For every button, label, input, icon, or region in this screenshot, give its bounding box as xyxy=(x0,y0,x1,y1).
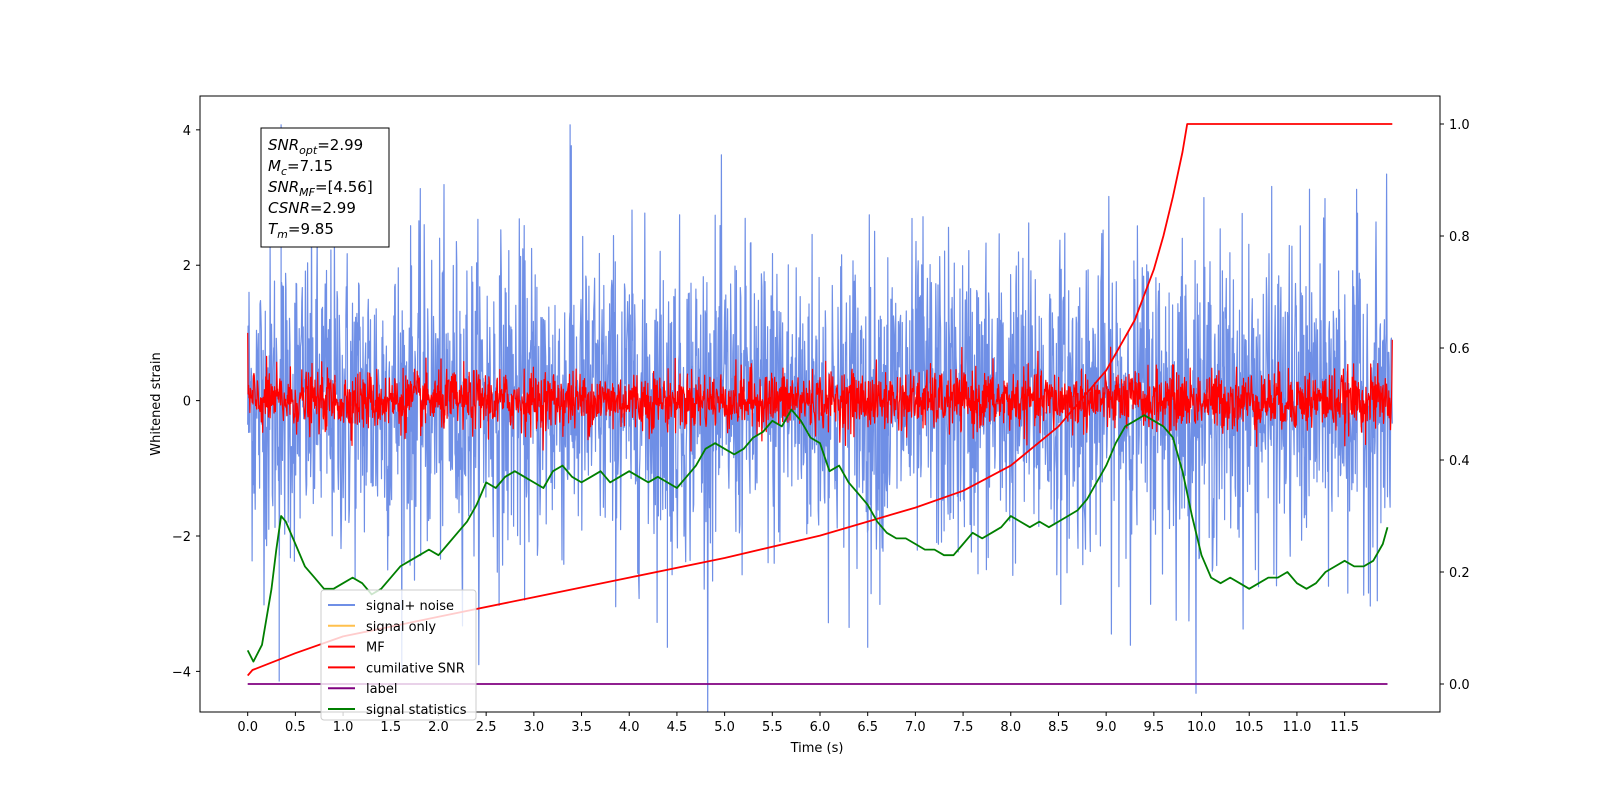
x-tick-label: 6.5 xyxy=(857,720,878,735)
annotation-line: SNRMF=[4.56] xyxy=(268,178,373,199)
x-tick-label: 9.5 xyxy=(1144,720,1165,735)
axes-layer: 0.0 0.5 1.0 1.5 2.0 2.5 3.0 3.5 4.0 4.5 5.0 5.5 6.0 6… xyxy=(172,118,1470,735)
y2-tick-label: 0.4 xyxy=(1449,454,1470,469)
x-tick-label: 9.0 xyxy=(1096,720,1117,735)
x-tick-label: 4.0 xyxy=(619,720,640,735)
x-tick-label: 10.0 xyxy=(1187,720,1216,735)
annotation-line: CSNR=2.99 xyxy=(268,199,356,217)
y-tick-label: −2 xyxy=(172,530,191,545)
annotation-line: Mc=7.15 xyxy=(268,157,333,178)
legend: signal+ noise signal only MF cumilative SNR… xyxy=(320,589,477,721)
x-tick-label: 8.0 xyxy=(1000,720,1021,735)
y2-tick-label: 1.0 xyxy=(1449,118,1470,133)
x-tick-label: 1.0 xyxy=(333,720,354,735)
x-tick-label: 10.5 xyxy=(1235,720,1264,735)
series-line-2 xyxy=(247,332,1393,452)
x-tick-label: 7.0 xyxy=(905,720,926,735)
legend-label: signal only xyxy=(366,620,436,635)
annotation-line: Tm=9.85 xyxy=(268,220,334,241)
legend-frame xyxy=(320,589,477,721)
x-tick-label: 3.5 xyxy=(571,720,592,735)
x-tick-label: 1.5 xyxy=(380,720,401,735)
x-tick-label: 5.5 xyxy=(762,720,783,735)
series-line-0 xyxy=(247,124,1393,712)
x-tick-label: 8.5 xyxy=(1048,720,1069,735)
x-tick-label: 11.5 xyxy=(1330,720,1359,735)
legend-label: cumilative SNR xyxy=(366,661,465,676)
x-tick-label: 0.0 xyxy=(237,720,258,735)
legend-label: signal+ noise xyxy=(366,599,454,614)
y2-tick-label: 0.6 xyxy=(1449,342,1470,357)
x-tick-label: 11.0 xyxy=(1282,720,1311,735)
annotation-frame xyxy=(260,127,390,248)
x-tick-label: 0.5 xyxy=(285,720,306,735)
y-axis-label: Whitened strain xyxy=(149,352,164,455)
y-tick-label: 2 xyxy=(183,259,191,274)
x-tick-label: 3.0 xyxy=(524,720,545,735)
y-tick-label: −4 xyxy=(172,665,191,680)
x-tick-label: 4.5 xyxy=(667,720,688,735)
x-tick-label: 6.0 xyxy=(810,720,831,735)
annotation-line: SNRopt=2.99 xyxy=(268,136,363,157)
x-tick-label: 2.0 xyxy=(428,720,449,735)
series-line-5 xyxy=(246,408,1389,663)
legend-label: signal statistics xyxy=(366,703,467,718)
y2-tick-label: 0.2 xyxy=(1449,566,1470,581)
x-tick-label: 2.5 xyxy=(476,720,497,735)
y2-tick-label: 0.0 xyxy=(1449,678,1470,693)
x-axis-label: Time (s) xyxy=(790,741,844,756)
y-tick-label: 4 xyxy=(183,124,191,139)
y2-tick-label: 0.8 xyxy=(1449,230,1470,245)
legend-label: label xyxy=(366,682,397,697)
x-tick-label: 5.0 xyxy=(714,720,735,735)
legend-label: MF xyxy=(366,641,385,656)
x-tick-label: 7.5 xyxy=(953,720,974,735)
y-tick-label: 0 xyxy=(183,395,191,410)
